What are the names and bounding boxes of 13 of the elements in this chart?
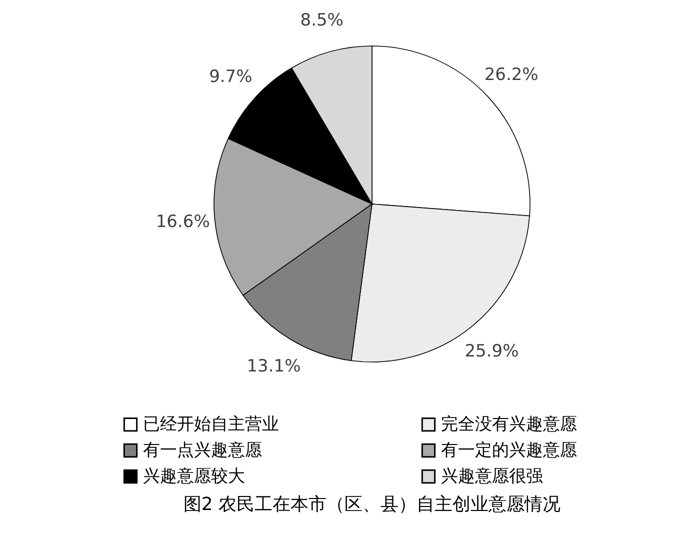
legend-label: 兴趣意愿较大: [143, 466, 245, 486]
data-label: 16.6%: [156, 212, 210, 232]
legend-label: 兴趣意愿很强: [441, 466, 543, 486]
legend-label: 有一点兴趣意愿: [143, 440, 262, 460]
legend-label: 完全没有兴趣意愿: [441, 414, 577, 435]
data-label: 9.7%: [209, 67, 252, 88]
data-label: 8.5%: [300, 10, 344, 31]
legend-label: 有一定的兴趣意愿: [441, 440, 577, 460]
text: 图2 农民工在本市（区、县）自主创业意愿情况: [183, 494, 561, 515]
data-label: 13.1%: [246, 356, 301, 377]
data-label: 26.2%: [484, 64, 538, 85]
data-label: 25.9%: [464, 342, 519, 362]
legend-label: 已经开始自主营业: [143, 414, 279, 435]
